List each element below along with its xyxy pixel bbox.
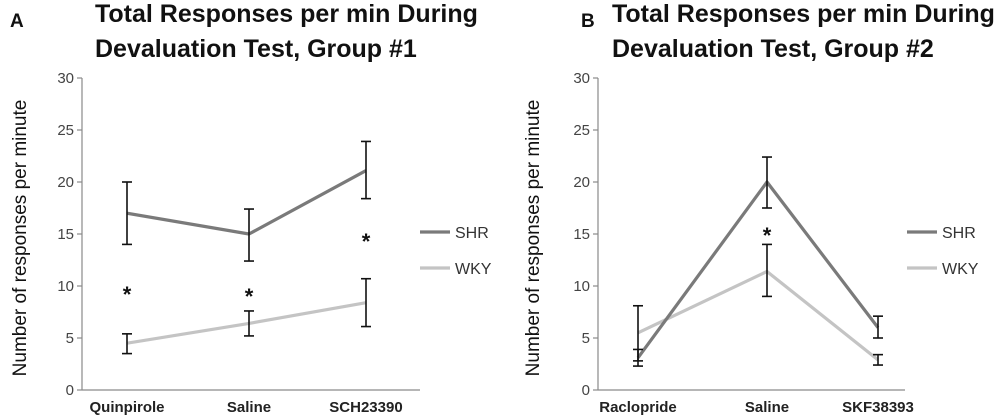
y-axis-label: Number of responses per minute	[10, 100, 31, 377]
error-bar-wky	[361, 277, 371, 328]
panel-letter: A	[10, 11, 24, 32]
x-category-label: Raclopride	[599, 399, 677, 416]
error-bar-shr	[244, 208, 254, 262]
series-line-shr	[126, 169, 367, 236]
y-tick-label: 0	[66, 382, 74, 399]
significance-marker: *	[245, 284, 254, 309]
significance-marker: *	[123, 282, 132, 307]
y-tick-label: 15	[57, 226, 74, 243]
y-tick-label: 15	[573, 226, 590, 243]
y-tick-label: 0	[582, 382, 590, 399]
chart-panel-b: B Total Responses per min During Devaluati…	[523, 0, 995, 416]
x-category-label: Saline	[227, 399, 271, 416]
x-category-label: Quinpirole	[90, 399, 165, 416]
error-bar-wky	[633, 304, 643, 362]
x-category-label: Saline	[745, 399, 789, 416]
x-category-label: SKF38393	[842, 399, 914, 416]
legend-label-wky: WKY	[942, 261, 979, 278]
error-bar-shr	[873, 315, 883, 339]
error-bar-shr	[122, 181, 132, 246]
significance-marker: *	[763, 223, 772, 248]
error-bar-shr	[762, 156, 772, 209]
error-bar-wky	[873, 353, 883, 366]
chart-title-line: Total Responses per min During	[612, 0, 995, 28]
error-bar-wky	[122, 333, 132, 355]
legend-label-shr: SHR	[942, 225, 976, 242]
y-tick-label: 20	[573, 174, 590, 191]
chart-title-line: Devaluation Test, Group #1	[95, 35, 417, 63]
chart-title-line: Devaluation Test, Group #2	[612, 35, 934, 63]
y-tick-label: 25	[57, 122, 74, 139]
y-tick-label: 30	[573, 70, 590, 87]
legend-label-wky: WKY	[455, 261, 492, 278]
chart-panel-a: A Total Responses per min During Devaluati…	[10, 0, 492, 416]
panel-letter: B	[581, 11, 595, 32]
y-tick-label: 5	[66, 330, 74, 347]
y-tick-label: 5	[582, 330, 590, 347]
chart-title-line: Total Responses per min During	[95, 0, 478, 28]
y-tick-label: 20	[57, 174, 74, 191]
significance-marker: *	[362, 229, 371, 254]
y-tick-label: 30	[57, 70, 74, 87]
error-bar-wky	[762, 243, 772, 298]
y-axis-label: Number of responses per minute	[523, 100, 544, 377]
error-bar-shr	[361, 140, 371, 200]
legend-label-shr: SHR	[455, 225, 489, 242]
y-tick-label: 10	[573, 278, 590, 295]
error-bar-wky	[244, 310, 254, 337]
y-tick-label: 25	[573, 122, 590, 139]
y-tick-label: 10	[57, 278, 74, 295]
x-category-label: SCH23390	[329, 399, 402, 416]
series-line-wky	[637, 269, 879, 362]
